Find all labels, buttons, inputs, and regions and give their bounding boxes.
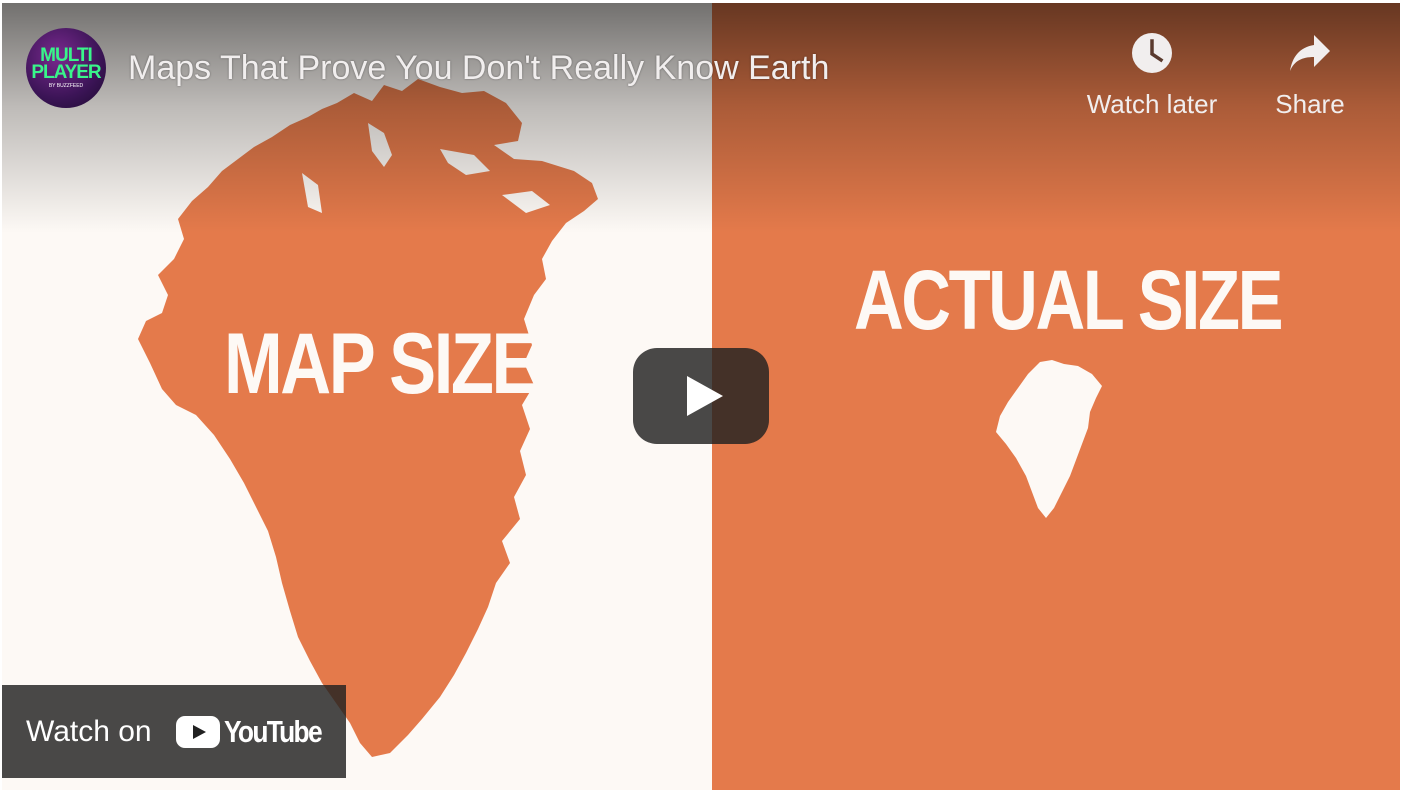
- map-size-label: MAP SIZE: [224, 316, 539, 412]
- watch-on-label: Watch on: [26, 714, 152, 748]
- share-label: Share: [1275, 89, 1345, 119]
- youtube-wordmark: YouTube: [223, 713, 323, 749]
- share-button[interactable]: Share: [1264, 31, 1356, 120]
- greenland-actual-shape: [996, 360, 1102, 518]
- youtube-logo: YouTube: [175, 713, 338, 750]
- youtube-logo-icon: [175, 715, 220, 748]
- watch-later-label: Watch later: [1086, 89, 1218, 119]
- share-arrow-icon: [1288, 31, 1332, 75]
- avatar-text-line3: BY BUZZFEED: [48, 83, 84, 89]
- play-icon: [633, 348, 769, 444]
- video-player[interactable]: MAP SIZE ACTUAL SIZE MULTI PLAYER BY BUZ…: [2, 3, 1400, 790]
- watch-later-button[interactable]: Watch later: [1080, 31, 1224, 120]
- video-title-link[interactable]: Maps That Prove You Don't Really Know Ea…: [128, 49, 830, 87]
- avatar-text-line1: MULTI: [40, 45, 93, 66]
- play-button[interactable]: [633, 348, 769, 444]
- watch-on-youtube-button[interactable]: Watch on YouTube: [2, 685, 346, 778]
- greenland-map-shape: [138, 79, 598, 757]
- clock-icon: [1130, 31, 1174, 75]
- channel-avatar[interactable]: MULTI PLAYER BY BUZZFEED: [26, 28, 106, 108]
- avatar-text-line2: PLAYER: [31, 62, 101, 83]
- actual-size-label: ACTUAL SIZE: [854, 253, 1284, 347]
